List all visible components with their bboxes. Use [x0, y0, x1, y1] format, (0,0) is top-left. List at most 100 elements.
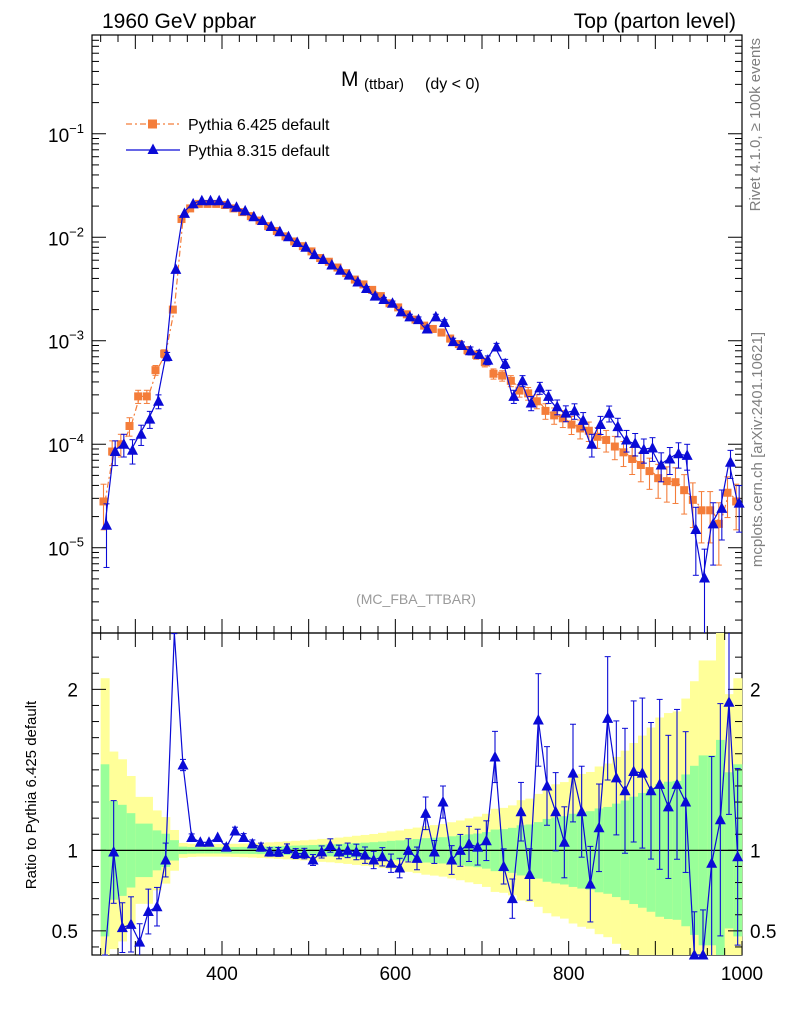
ratio-point — [385, 857, 397, 868]
x-tick-label: 600 — [379, 964, 411, 985]
ratio-point — [177, 759, 189, 770]
data-point — [300, 241, 312, 252]
data-point — [99, 497, 108, 506]
data-point — [394, 303, 403, 312]
data-point — [629, 437, 641, 448]
ratio-point — [680, 796, 692, 807]
data-point — [680, 486, 689, 495]
ratio-uncertainty-bands — [100, 633, 743, 955]
data-point — [524, 389, 533, 398]
main-series-group — [99, 194, 745, 633]
ratio-point — [732, 850, 744, 862]
data-point — [664, 453, 676, 464]
data-point — [706, 506, 715, 515]
data-point — [248, 210, 260, 222]
header-energy-label: 1960 GeV ppbar — [102, 10, 256, 33]
ratio-point — [723, 696, 735, 707]
ratio-point — [411, 852, 423, 863]
data-point — [413, 313, 424, 325]
ratio-point — [290, 847, 302, 859]
ratio-point — [160, 854, 172, 865]
legend-label-pythia6: Pythia 6.425 default — [188, 117, 330, 134]
data-point — [714, 519, 723, 528]
data-point — [733, 497, 745, 508]
ratio-point — [541, 779, 553, 791]
data-point — [144, 413, 156, 424]
ratio-point — [194, 836, 206, 847]
data-point — [671, 478, 680, 487]
ratio-y-tick-label-right: 2 — [750, 680, 761, 701]
data-point — [499, 357, 511, 369]
data-point — [654, 474, 663, 483]
legend-label-pythia8: Pythia 8.315 default — [188, 143, 330, 160]
ratio-point — [576, 805, 588, 817]
data-point — [257, 214, 268, 226]
ratio-series-group — [102, 632, 744, 960]
data-point — [376, 292, 385, 301]
ratio-point — [350, 845, 362, 857]
ratio-point — [151, 900, 163, 912]
ratio-point — [550, 805, 562, 817]
main-y-tick-labels: 10−1 10−2 10−3 10−4 10−5 — [48, 121, 84, 561]
ratio-point — [558, 836, 570, 847]
data-point — [447, 335, 459, 347]
data-point — [317, 253, 329, 264]
analysis-watermark: (MC_FBA_TTBAR) — [356, 591, 476, 607]
ratio-point — [420, 807, 432, 818]
data-point — [395, 305, 407, 317]
ratio-y-tick-label-right: 0.5 — [750, 922, 776, 943]
data-point — [127, 444, 138, 455]
data-point — [732, 497, 741, 506]
data-point — [343, 269, 355, 280]
data-point — [628, 455, 637, 464]
ratio-point — [628, 765, 640, 776]
ratio-y-tick-labels: 0.5 0.5 1 1 2 2 — [52, 680, 777, 943]
ratio-y-tick-label-left: 2 — [67, 680, 78, 701]
main-y-tick-label: 10−5 — [48, 535, 84, 561]
main-y-tick-label: 10−1 — [48, 121, 84, 147]
ratio-point — [662, 800, 674, 812]
ratio-point — [316, 845, 328, 857]
data-point — [324, 257, 333, 266]
rivet-version-label: Rivet 4.1.0, ≥ 100k events — [747, 38, 764, 211]
data-point — [456, 339, 468, 350]
ratio-point — [108, 845, 120, 857]
data-point — [543, 390, 554, 401]
data-point — [177, 215, 186, 224]
data-point — [577, 414, 589, 425]
data-point — [205, 194, 216, 206]
ratio-point — [706, 857, 718, 868]
data-point — [430, 310, 442, 322]
ratio-point — [212, 831, 224, 842]
data-point — [465, 344, 476, 356]
data-point — [118, 438, 130, 449]
ratio-point — [567, 767, 579, 778]
ratio-point — [203, 836, 215, 847]
data-point — [532, 397, 541, 406]
ratio-point — [142, 905, 154, 917]
data-point — [610, 442, 619, 451]
ratio-point — [134, 936, 146, 947]
ratio-point — [524, 868, 536, 879]
data-point — [560, 407, 572, 418]
series-pythia6 — [99, 199, 741, 566]
main-axis-ticks — [92, 34, 743, 633]
ratio-point — [454, 844, 466, 855]
ratio-point — [186, 831, 198, 842]
data-point — [636, 461, 645, 470]
ratio-point — [437, 796, 449, 807]
data-point — [101, 519, 112, 530]
x-tick-label: 800 — [553, 964, 585, 985]
legend-entry-pythia8: Pythia 8.315 default — [126, 143, 330, 160]
mcplots-label: mcplots.cern.ch [arXiv:2401.10621] — [749, 332, 766, 567]
ratio-point — [654, 778, 666, 789]
data-point — [690, 523, 702, 535]
ratio-point — [506, 892, 518, 904]
x-tick-label: 1000 — [721, 964, 763, 985]
data-point — [421, 322, 433, 334]
ratio-point — [688, 949, 700, 960]
data-point — [283, 230, 294, 242]
legend-marker-pythia6 — [148, 119, 157, 129]
data-point — [160, 349, 169, 358]
